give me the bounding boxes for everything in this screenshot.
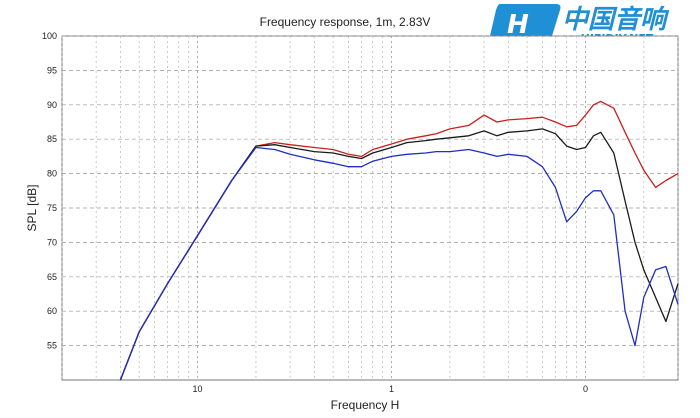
y-tick-label: 95 <box>47 65 57 75</box>
series-group <box>119 100 679 381</box>
y-tick-label: 100 <box>42 31 57 41</box>
x-tick-label: 1 <box>389 384 394 394</box>
y-tick-label: 65 <box>47 272 57 282</box>
y-tick-label: 75 <box>47 203 57 213</box>
series-line-3 <box>119 146 679 381</box>
y-tick-label: 55 <box>47 341 57 351</box>
x-tick-label: 10 <box>193 384 203 394</box>
y-tick-label: 60 <box>47 306 57 316</box>
watermark-brand: 中国音响 <box>562 5 670 35</box>
y-axis-ticks: 55 60 65 70 75 80 85 90 95 100 <box>42 31 57 351</box>
x-axis-ticks: 10 1 0 <box>193 384 588 394</box>
plot-grid <box>61 35 679 380</box>
hifidiy-logo: H 中国音响 HIFIDIY.NET <box>489 4 670 45</box>
y-axis-label: SPL [dB] <box>25 185 39 232</box>
x-tick-label: 0 <box>583 384 588 394</box>
y-tick-label: 85 <box>47 134 57 144</box>
x-axis-label: Frequency H <box>331 398 400 412</box>
logo-shield-icon <box>489 4 561 42</box>
logo-monogram: H <box>507 10 529 40</box>
series-line-1 <box>119 100 679 381</box>
y-tick-label: 70 <box>47 237 57 247</box>
chart-title: Frequency response, 1m, 2.83V <box>260 15 431 29</box>
y-tick-label: 80 <box>47 169 57 179</box>
series-line-2 <box>119 128 679 381</box>
y-tick-label: 90 <box>47 100 57 110</box>
